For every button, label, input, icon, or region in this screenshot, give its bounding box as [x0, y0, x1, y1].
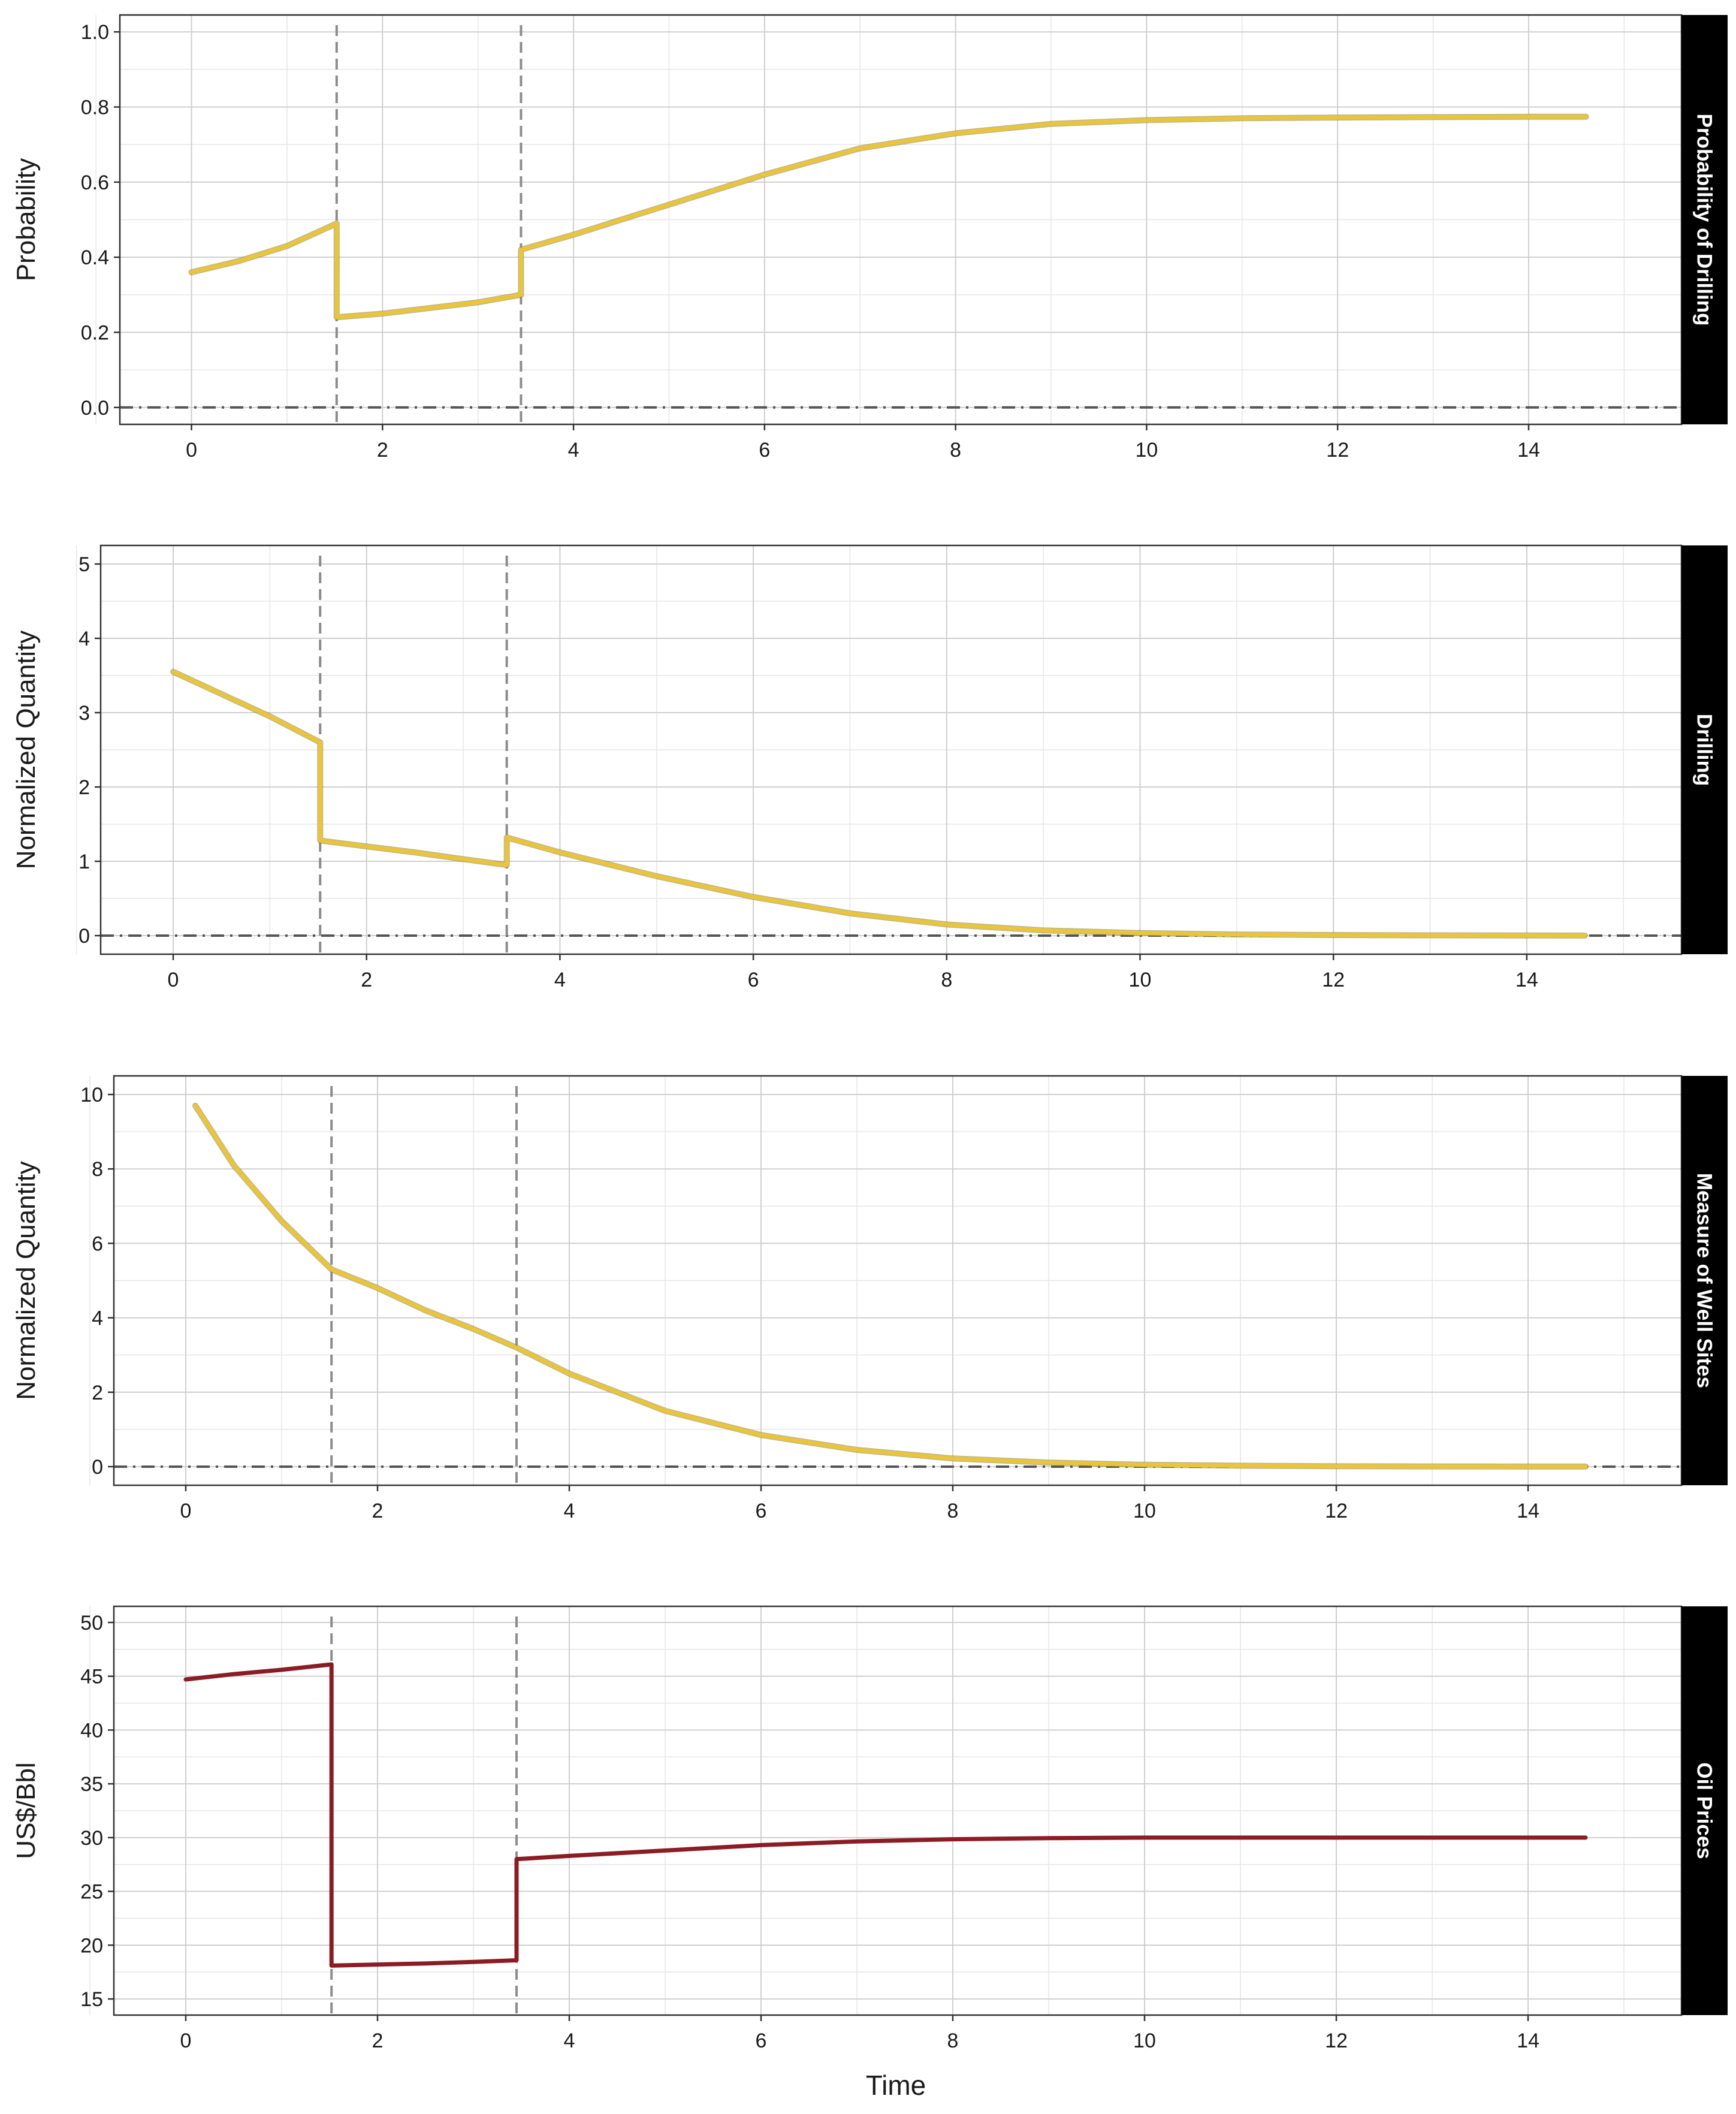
y-tick-label: 0 [79, 925, 90, 948]
facet-strip [1681, 1606, 1728, 2015]
x-axis-title: Time [866, 2070, 926, 2101]
y-axis-title: US$/Bbl [11, 1762, 41, 1859]
y-tick-label: 6 [92, 1232, 103, 1255]
y-tick-label: 10 [80, 1084, 103, 1106]
series-line [189, 114, 1589, 319]
x-tick-label: 6 [748, 969, 759, 991]
x-tick-label: 8 [941, 969, 952, 991]
x-tick-label: 2 [377, 439, 388, 462]
y-tick-label: 25 [80, 1881, 103, 1904]
facet-strip-label: Measure of Well Sites [1693, 1173, 1716, 1388]
y-axis-title: Normalized Quantity [11, 631, 41, 870]
x-tick-label: 10 [1133, 1500, 1156, 1522]
x-tick-label: 4 [564, 2029, 575, 2052]
y-tick-label: 4 [92, 1307, 103, 1330]
series-line [183, 1662, 1588, 1968]
x-tick-label: 14 [1517, 1500, 1539, 1522]
x-tick-label: 14 [1517, 2029, 1539, 2052]
y-tick-label: 50 [80, 1612, 103, 1634]
x-tick-label: 6 [756, 2029, 767, 2052]
y-tick-label: 45 [80, 1666, 103, 1688]
panel-4: 15 20 25 30 35 40 45 50 0 2 4 6 8 10 12 14 US$/Bbl Oil Pr… [11, 1605, 1728, 2052]
y-tick-label: 2 [92, 1382, 103, 1404]
x-tick-label: 10 [1133, 2029, 1156, 2052]
series-line [193, 1103, 1588, 1469]
facet-strip [1681, 545, 1728, 954]
panel-1: 0.0 0.2 0.4 0.6 0.8 1.0 0 2 4 6 8 10 12 14 Probability… [11, 14, 1728, 462]
x-tick-label: 4 [568, 439, 579, 462]
x-tick-label: 14 [1517, 439, 1540, 462]
x-tick-label: 0 [180, 2029, 192, 2052]
y-tick-label: 35 [80, 1773, 103, 1796]
y-tick-label: 0.8 [81, 96, 109, 119]
x-tick-label: 2 [372, 1500, 384, 1522]
x-tick-label: 0 [186, 439, 197, 462]
x-tick-label: 4 [564, 1500, 575, 1522]
x-tick-label: 10 [1129, 969, 1152, 991]
y-tick-label: 3 [79, 702, 90, 725]
y-tick-label: 2 [79, 776, 90, 799]
x-tick-label: 8 [947, 2029, 959, 2052]
panel-3: 0 2 4 6 8 10 0 2 4 6 8 10 12 14 Normalized Quantity Mea… [11, 1075, 1728, 1522]
x-tick-label: 12 [1326, 439, 1349, 462]
x-tick-label: 0 [168, 969, 179, 991]
x-tick-label: 14 [1515, 969, 1538, 991]
x-tick-label: 2 [372, 2029, 384, 2052]
series-line [171, 670, 1587, 938]
x-tick-label: 4 [554, 969, 566, 991]
y-tick-label: 15 [80, 1988, 103, 2011]
y-tick-label: 30 [80, 1827, 103, 1850]
x-tick-label: 12 [1322, 969, 1345, 991]
facet-strip-label: Drilling [1693, 714, 1716, 786]
x-tick-label: 2 [361, 969, 372, 991]
y-tick-label: 4 [79, 628, 90, 650]
x-tick-label: 0 [180, 1500, 192, 1522]
y-tick-label: 40 [80, 1719, 103, 1742]
y-tick-label: 1 [79, 851, 90, 873]
y-tick-label: 8 [92, 1158, 103, 1181]
y-axis-title: Probability [11, 158, 41, 281]
x-tick-label: 8 [950, 439, 961, 462]
y-tick-label: 20 [80, 1934, 103, 1957]
y-tick-label: 1.0 [81, 21, 109, 44]
y-tick-label: 0.6 [81, 171, 109, 194]
y-tick-label: 0.0 [81, 397, 109, 420]
x-tick-label: 10 [1136, 439, 1158, 462]
y-tick-label: 0 [92, 1456, 103, 1479]
y-tick-label: 0.2 [81, 321, 109, 344]
facet-strip [1681, 15, 1728, 424]
y-axis-title: Normalized Quantity [11, 1161, 41, 1400]
facet-strip-label: Oil Prices [1693, 1762, 1716, 1859]
x-tick-label: 12 [1325, 1500, 1348, 1522]
facet-strip [1681, 1076, 1728, 1485]
facet-strip-label: Probability of Drilling [1693, 114, 1716, 326]
y-tick-label: 5 [79, 553, 90, 576]
x-tick-label: 6 [759, 439, 770, 462]
x-tick-label: 12 [1325, 2029, 1348, 2052]
x-tick-label: 6 [756, 1500, 767, 1522]
x-tick-label: 8 [947, 1500, 959, 1522]
y-tick-label: 0.4 [81, 246, 109, 269]
